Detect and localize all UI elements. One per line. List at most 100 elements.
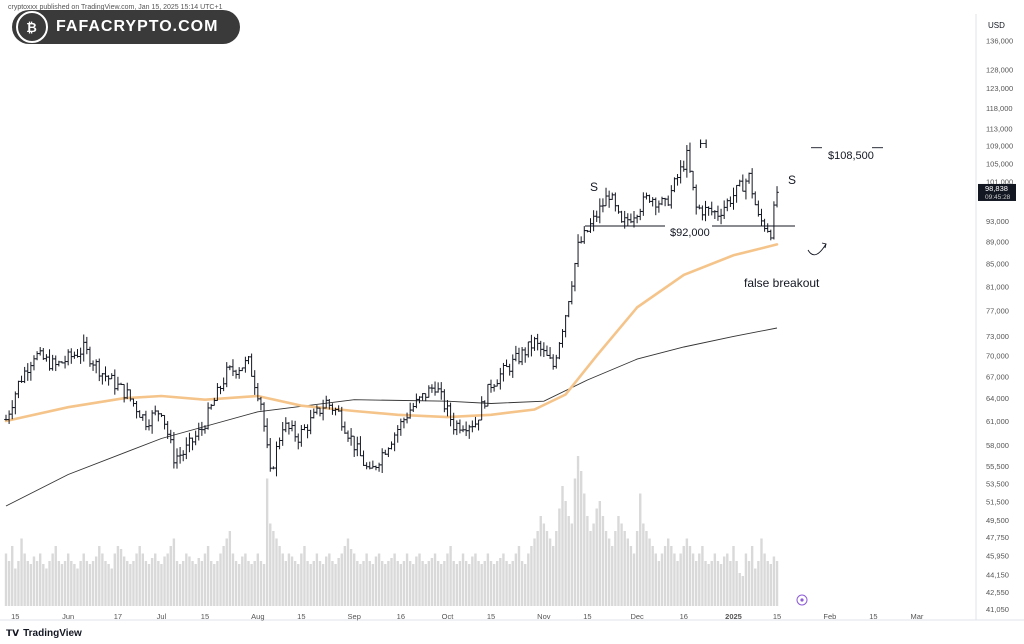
volume-bar [200, 561, 204, 606]
price-bar [256, 383, 260, 402]
volume-bar [685, 538, 689, 606]
price-bar [271, 466, 276, 470]
y-tick-label: 49,500 [986, 516, 1009, 525]
volume-bar [150, 558, 154, 606]
volume-bar [757, 561, 760, 606]
left-shoulder-label: S [590, 180, 599, 194]
price-bar [697, 204, 702, 210]
x-tick-label: Jul [157, 612, 167, 621]
price-bar [231, 359, 235, 377]
y-tick-label: 55,500 [986, 462, 1009, 471]
volume-bar [163, 556, 166, 606]
volume-bar [250, 564, 253, 606]
volume-bar [300, 553, 303, 606]
volume-bar [216, 561, 219, 606]
price-bar [461, 425, 465, 433]
volume-bar [269, 523, 272, 606]
volume-bar [726, 553, 729, 606]
price-bar [709, 201, 714, 216]
price-bar [427, 385, 431, 398]
volume-bar [735, 561, 738, 606]
price-bar [420, 393, 425, 401]
volume-bar [315, 553, 319, 606]
volume-bar [141, 553, 144, 606]
volume-bar [284, 561, 288, 606]
volume-bar [766, 561, 769, 606]
y-tick-label: 118,000 [986, 104, 1013, 113]
price-bar [178, 447, 182, 464]
volume-bar [449, 546, 452, 606]
volume-bar [206, 546, 210, 606]
volume-bar [505, 561, 508, 606]
volume-bar [390, 558, 393, 606]
volume-bar [281, 553, 284, 606]
volume-bar [446, 553, 449, 606]
currency-label: USD [988, 21, 1005, 30]
price-bar [517, 347, 521, 365]
price-bar [672, 177, 677, 193]
price-bar [240, 367, 245, 372]
volume-bar [645, 531, 648, 606]
x-tick-label: 2025 [725, 612, 742, 621]
price-bar [243, 356, 248, 373]
price-bar [542, 342, 546, 358]
volume-bar [639, 493, 642, 606]
volume-bar [682, 546, 685, 606]
price-bar [675, 173, 680, 186]
volume-bar [747, 561, 751, 606]
volume-bar [760, 538, 763, 606]
price-bar [374, 465, 378, 471]
price-bar [753, 191, 758, 206]
volume-bar [573, 478, 577, 606]
price-bar [725, 198, 730, 212]
price-bar [737, 179, 742, 187]
volume-bar [548, 538, 552, 606]
volume-bar [657, 561, 661, 606]
price-bar [144, 410, 148, 431]
volume-bar [340, 553, 343, 606]
volume-bar [654, 553, 657, 606]
sma-fast-line [4, 243, 779, 423]
volume-bar [499, 558, 502, 606]
price-bar [423, 393, 428, 402]
price-bar [13, 391, 18, 415]
price-bar [482, 400, 487, 409]
volume-bar [623, 531, 626, 606]
price-bar [591, 210, 596, 232]
price-bar [172, 432, 176, 469]
price-bar [53, 355, 58, 372]
volume-bar [691, 553, 695, 606]
y-tick-label: 81,000 [986, 282, 1009, 291]
volume-bar [508, 564, 511, 606]
volume-bar [744, 553, 748, 606]
volume-bar [713, 553, 717, 606]
volume-bar [241, 556, 244, 606]
price-bar [598, 198, 602, 224]
price-bar [529, 334, 534, 357]
price-bar [234, 369, 238, 379]
price-bar [4, 414, 8, 421]
watermark-logo: ₿ FAFACRYPTO.COM [12, 10, 240, 44]
volume-bar [309, 564, 312, 606]
volume-bar [710, 561, 713, 606]
price-bar [66, 349, 70, 366]
price-bar [731, 187, 736, 210]
volume-bar [536, 531, 539, 606]
price-bar [703, 200, 708, 222]
price-bar [237, 367, 241, 379]
volume-bar [539, 516, 542, 606]
price-bar [85, 336, 89, 355]
volume-bar [477, 561, 480, 606]
volume-bar [567, 516, 570, 606]
volume-bar [63, 561, 67, 606]
volume-bar [76, 568, 79, 606]
price-bar [681, 160, 686, 172]
price-bar [106, 375, 111, 386]
neckline-label: $92,000 [670, 227, 710, 239]
volume-bar [750, 546, 754, 606]
price-bar [560, 329, 565, 348]
price-bar [604, 187, 608, 207]
y-tick-label: 136,000 [986, 36, 1013, 45]
volume-bar [502, 553, 505, 606]
